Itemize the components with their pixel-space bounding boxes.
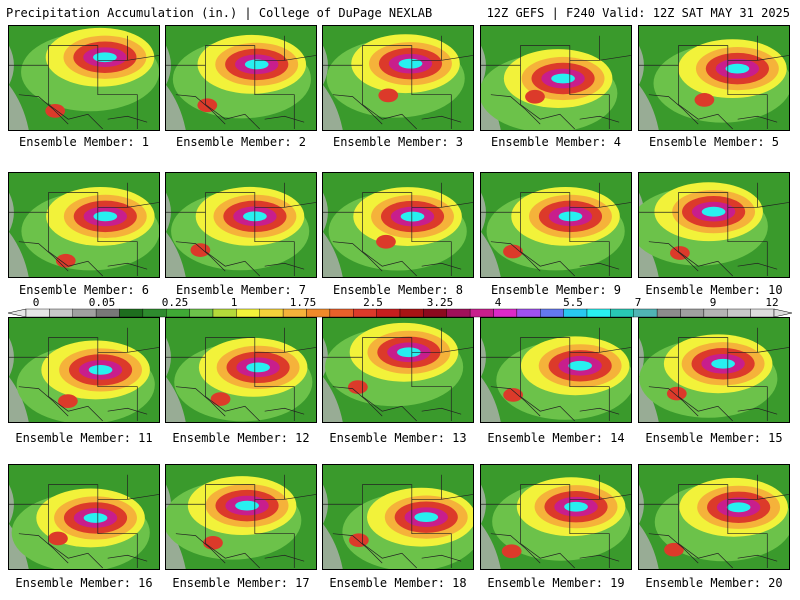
- ensemble-member-label: Ensemble Member: 1: [18, 135, 150, 149]
- ensemble-member-label: Ensemble Member: 16: [15, 576, 153, 590]
- colorbar-segment: [166, 308, 190, 318]
- ensemble-member-label: Ensemble Member: 13: [329, 431, 467, 445]
- ensemble-member-label: Ensemble Member: 15: [645, 431, 783, 445]
- colorbar-segment: [680, 308, 705, 318]
- colorbar-segment: [469, 308, 494, 318]
- colorbar-segment: [703, 308, 728, 318]
- colorbar-segment: [72, 308, 97, 318]
- colorbar-segment: [750, 308, 775, 318]
- colorbar-segment: [493, 308, 518, 318]
- colorbar-segment: [259, 308, 284, 318]
- colorbar-tick-label: 3.25: [427, 297, 454, 309]
- colorbar-segment: [142, 308, 167, 318]
- colorbar-segment: [423, 308, 447, 318]
- ensemble-member-label: Ensemble Member: 20: [645, 576, 783, 590]
- ensemble-member-label: Ensemble Member: 14: [487, 431, 625, 445]
- ensemble-map-panel: [638, 464, 790, 570]
- ensemble-map-panel: [638, 172, 790, 278]
- ensemble-map-panel: [8, 172, 160, 278]
- ensemble-map-panel: [638, 25, 790, 131]
- colorbar-segment: [727, 308, 751, 318]
- ensemble-map-panel: [322, 317, 474, 423]
- colorbar-segment: [610, 308, 634, 318]
- colorbar-segment: [399, 308, 424, 318]
- colorbar-segment: [563, 308, 588, 318]
- ensemble-map-panel: [8, 25, 160, 131]
- colorbar-tick-label: 5.5: [563, 297, 583, 309]
- ensemble-map-panel: [480, 464, 632, 570]
- colorbar-tick-label: 1: [231, 297, 238, 309]
- ensemble-map-panel: [8, 464, 160, 570]
- ensemble-member-label: Ensemble Member: 11: [15, 431, 153, 445]
- ensemble-map-panel: [480, 172, 632, 278]
- colorbar-segment: [49, 308, 73, 318]
- ensemble-member-label: Ensemble Member: 19: [487, 576, 625, 590]
- colorbar-tick-label: 0.05: [89, 297, 116, 309]
- colorbar-tick-label: 2.5: [363, 297, 383, 309]
- ensemble-map-panel: [480, 25, 632, 131]
- ensemble-map-panel: [322, 464, 474, 570]
- colorbar-tick-label: 0.25: [162, 297, 189, 309]
- ensemble-map-panel: [8, 317, 160, 423]
- colorbar-segment: [25, 308, 50, 318]
- ensemble-member-label: Ensemble Member: 5: [648, 135, 780, 149]
- colorbar-segment: [633, 308, 658, 318]
- colorbar-segment: [540, 308, 564, 318]
- ensemble-member-label: Ensemble Member: 2: [175, 135, 307, 149]
- colorbar-tick-label: 7: [635, 297, 642, 309]
- colorbar-tick-label: 0: [33, 297, 40, 309]
- precip-colorbar: 0 0.05 0.25 1 1.75 2.5 3.25 4 5.5 7 9 12: [8, 297, 792, 318]
- colorbar-segment: [376, 308, 401, 318]
- colorbar-segment: [329, 308, 354, 318]
- ensemble-member-label: Ensemble Member: 12: [172, 431, 310, 445]
- ensemble-member-label: Ensemble Member: 7: [175, 283, 307, 297]
- colorbar-segment: [446, 308, 471, 318]
- colorbar-segment: [306, 308, 331, 318]
- colorbar-segment: [282, 308, 307, 318]
- colorbar-tick-label: 9: [710, 297, 717, 309]
- ensemble-member-label: Ensemble Member: 8: [332, 283, 464, 297]
- run-info: 12Z GEFS | F240 Valid: 12Z SAT MAY 31 20…: [486, 6, 790, 20]
- ensemble-member-label: Ensemble Member: 3: [332, 135, 464, 149]
- colorbar-segment: [212, 308, 237, 318]
- ensemble-member-label: Ensemble Member: 10: [645, 283, 783, 297]
- colorbar-tick-label: 4: [495, 297, 502, 309]
- product-title: Precipitation Accumulation (in.) | Colle…: [6, 6, 433, 20]
- ensemble-map-panel: [322, 25, 474, 131]
- colorbar-segment: [656, 308, 681, 318]
- colorbar-segment: [95, 308, 120, 318]
- ensemble-map-panel: [165, 25, 317, 131]
- colorbar-tick-label: 12: [765, 297, 778, 309]
- ensemble-map-panel: [480, 317, 632, 423]
- colorbar-lower-arrow: [8, 308, 27, 318]
- colorbar-tick-label: 1.75: [290, 297, 317, 309]
- ensemble-map-panel: [165, 317, 317, 423]
- ensemble-member-label: Ensemble Member: 18: [329, 576, 467, 590]
- colorbar-segment: [189, 308, 214, 318]
- colorbar-segment: [516, 308, 541, 318]
- colorbar-segment: [236, 308, 260, 318]
- colorbar-upper-arrow: [773, 308, 792, 318]
- ensemble-member-label: Ensemble Member: 9: [490, 283, 622, 297]
- ensemble-member-label: Ensemble Member: 17: [172, 576, 310, 590]
- ensemble-member-label: Ensemble Member: 4: [490, 135, 622, 149]
- colorbar-segment: [586, 308, 611, 318]
- ensemble-map-panel: [165, 464, 317, 570]
- ensemble-member-label: Ensemble Member: 6: [18, 283, 150, 297]
- ensemble-map-panel: [322, 172, 474, 278]
- colorbar-segment: [119, 308, 144, 318]
- colorbar-segment: [353, 308, 377, 318]
- ensemble-map-panel: [638, 317, 790, 423]
- ensemble-map-panel: [165, 172, 317, 278]
